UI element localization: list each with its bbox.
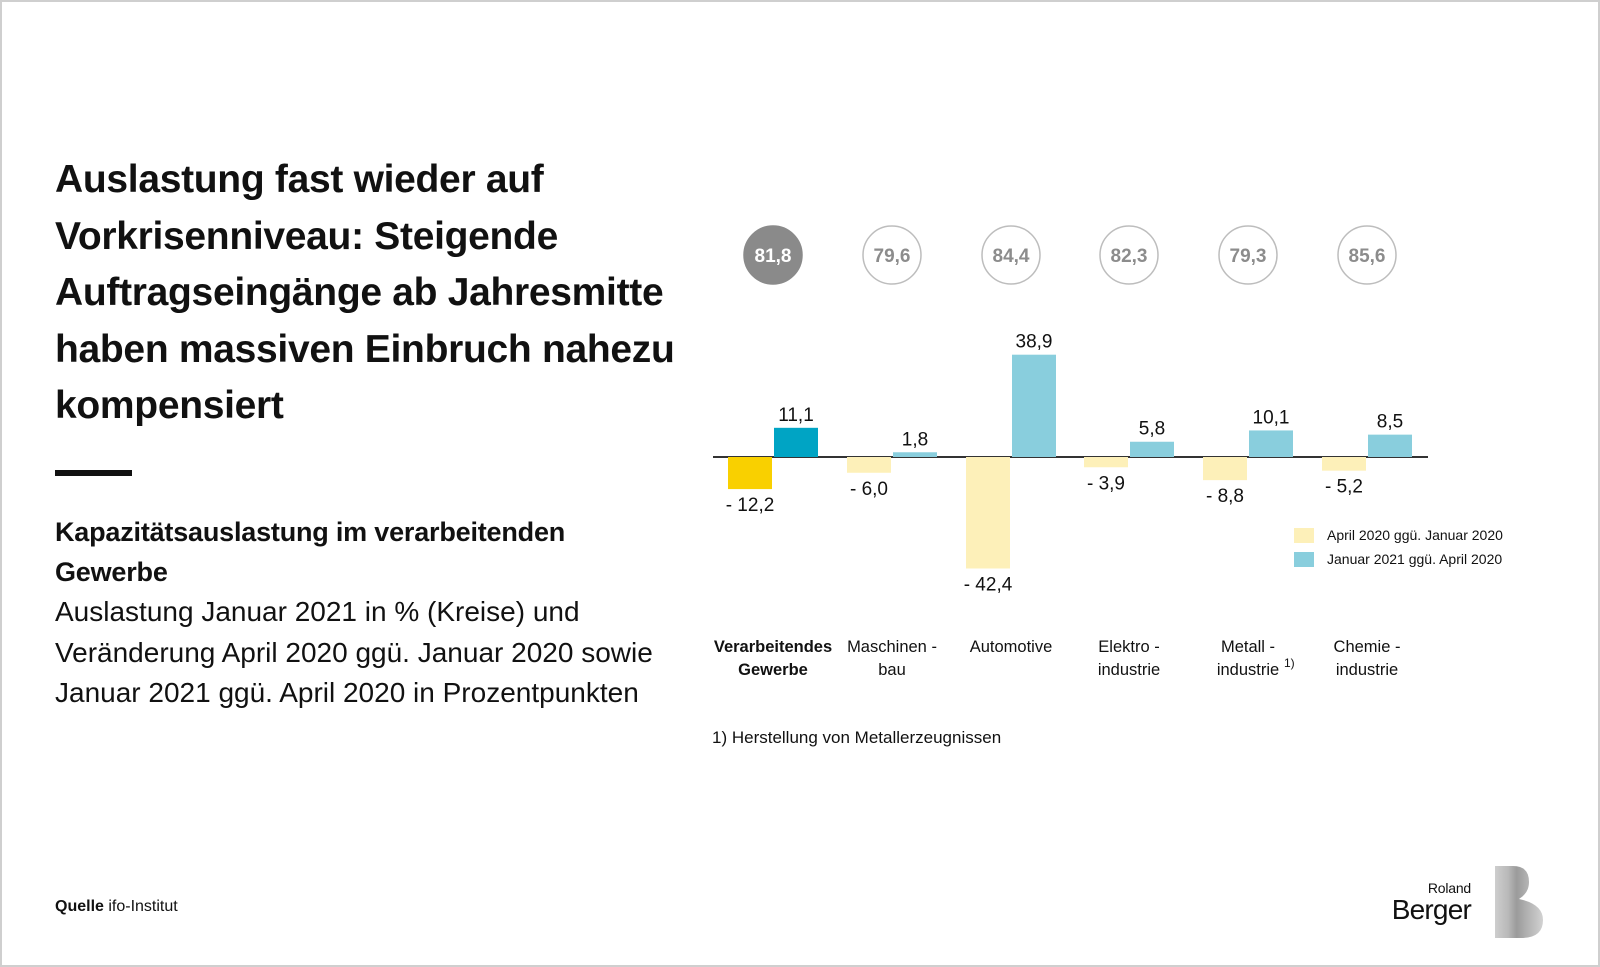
utilization-circle: [1337, 225, 1397, 285]
chart-subtitle: Kapazitätsauslastung im verarbeitenden G…: [55, 517, 566, 587]
chart-description: Auslastung Januar 2021 in % (Kreise) und…: [55, 596, 653, 708]
bar-january: [1249, 430, 1293, 457]
utilization-label: 84,4: [993, 246, 1030, 267]
utilization-circle: [981, 225, 1041, 285]
utilization-label: 79,6: [874, 246, 911, 267]
bar-january-label: 8,5: [1377, 412, 1403, 433]
legend-item-april: April 2020 ggü. Januar 2020: [1294, 523, 1503, 547]
category-label: Metall -industrie: [1217, 638, 1279, 679]
bar-april-label: - 8,8: [1206, 486, 1244, 507]
roland-berger-logo: Roland Berger: [1391, 866, 1545, 946]
bar-april: [1322, 457, 1366, 471]
bar-january: [1012, 354, 1056, 457]
category-label: Automotive: [970, 638, 1053, 656]
category-label: Elektro -industrie: [1098, 638, 1160, 679]
utilization-label: 82,3: [1111, 246, 1148, 267]
bar-january: [1368, 434, 1412, 457]
bar-april: [966, 457, 1010, 569]
utilization-circle: [1099, 225, 1159, 285]
bar-january: [1130, 441, 1174, 457]
category-label: Verarbeitendes Gewerbe: [714, 638, 832, 679]
bar-april: [1084, 457, 1128, 468]
utilization-label: 79,3: [1230, 246, 1267, 267]
legend-item-january: Januar 2021 ggü. April 2020: [1294, 547, 1503, 571]
bar-january-label: 11,1: [778, 405, 814, 426]
source-label: Quelle: [55, 898, 104, 915]
bar-april-label: - 12,2: [726, 495, 775, 516]
chart-legend: April 2020 ggü. Januar 2020 Januar 2021 …: [1294, 523, 1503, 571]
bar-january: [774, 427, 818, 457]
legend-label-april: April 2020 ggü. Januar 2020: [1327, 527, 1503, 543]
bar-april-label: - 42,4: [964, 575, 1013, 596]
bar-april-label: - 3,9: [1087, 473, 1125, 494]
bar-april: [847, 457, 891, 473]
utilization-circle: [862, 225, 922, 285]
footnote: 1) Herstellung von Metallerzeugnissen: [712, 728, 1002, 747]
slide-title: Auslastung fast wieder auf Vorkrisennive…: [55, 158, 675, 427]
bar-april-label: - 5,2: [1325, 477, 1363, 498]
bar-april-label: - 6,0: [850, 479, 888, 500]
source-text: ifo-Institut: [108, 898, 178, 915]
utilization-label: 81,8: [755, 246, 792, 267]
bar-january: [893, 452, 937, 457]
utilization-circle: [1218, 225, 1278, 285]
legend-swatch-april: [1294, 527, 1314, 543]
bar-april: [1203, 457, 1247, 481]
bar-january-label: 5,8: [1139, 419, 1165, 440]
title-underline: [55, 470, 132, 476]
category-label: Chemie -industrie: [1334, 638, 1401, 679]
bar-january-label: 38,9: [1016, 332, 1053, 353]
category-label: Maschinen -bau: [847, 638, 937, 679]
category-footnote-marker: 1): [1284, 656, 1295, 670]
bar-january-label: 1,8: [902, 429, 928, 450]
bar-april: [728, 457, 772, 490]
source-note: Quelle ifo-Institut: [55, 898, 178, 916]
utilization-label: 85,6: [1349, 246, 1386, 267]
logo-text-berger: Berger: [1391, 894, 1472, 925]
logo-text-roland: Roland: [1427, 880, 1471, 896]
legend-swatch-january: [1294, 551, 1314, 567]
bar-january-label: 10,1: [1253, 407, 1290, 428]
logo-b-mark-icon: [1495, 866, 1543, 938]
legend-label-january: Januar 2021 ggü. April 2020: [1327, 551, 1503, 567]
utilization-circle: [743, 225, 803, 285]
